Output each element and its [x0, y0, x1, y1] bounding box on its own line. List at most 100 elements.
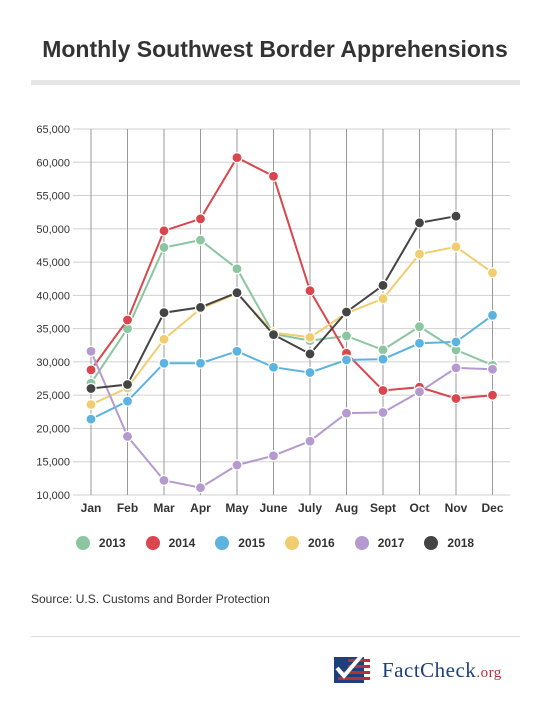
- data-point-2015: [340, 354, 353, 366]
- data-point-2013: [377, 344, 389, 356]
- factcheck-logo[interactable]: FactCheck.org: [334, 653, 502, 687]
- source-note: Source: U.S. Customs and Border Protecti…: [31, 592, 270, 606]
- data-point-2014: [121, 314, 134, 326]
- data-point-2017: [486, 363, 499, 375]
- legend-swatch: [145, 536, 160, 550]
- data-point-2018: [340, 306, 353, 318]
- data-point-2017: [85, 345, 97, 357]
- legend-swatch: [354, 536, 369, 550]
- x-axis-ticks: Jan Feb Mar Apr May June July Aug Sept Oct Nov Dec: [81, 501, 504, 515]
- title-divider: [31, 80, 520, 85]
- legend-item-2015: 2015: [215, 536, 265, 550]
- data-point-2015: [267, 361, 280, 373]
- footer-divider: [31, 636, 520, 637]
- y-tick-label: 20,000: [36, 423, 70, 435]
- data-point-2015: [304, 366, 316, 379]
- data-point-2018: [194, 301, 207, 313]
- x-tick-label: May: [225, 501, 249, 515]
- y-axis-ticks: 10,000 15,000 20,000 25,000 30,000 35,000 40,0…: [36, 124, 70, 502]
- data-point-2017: [377, 406, 389, 419]
- legend-label: 2013: [98, 536, 126, 550]
- logo-wordmark: FactCheck.org: [382, 658, 502, 683]
- data-point-2016: [450, 241, 462, 253]
- y-tick-label: 55,000: [36, 191, 70, 203]
- legend-item-2017: 2017: [354, 536, 405, 550]
- data-point-2015: [486, 309, 499, 321]
- x-tick-label: June: [259, 501, 287, 515]
- x-tick-label: Sept: [370, 501, 396, 515]
- x-tick-label: Oct: [409, 501, 429, 515]
- data-point-2014: [158, 225, 170, 237]
- x-tick-label: Nov: [445, 501, 468, 515]
- data-point-2017: [121, 430, 134, 443]
- legend-item-2013: 2013: [75, 536, 126, 550]
- legend-swatch: [75, 536, 90, 550]
- data-point-2014: [231, 152, 243, 164]
- y-tick-label: 15,000: [36, 457, 70, 469]
- y-tick-label: 40,000: [36, 290, 70, 302]
- data-point-2016: [304, 331, 316, 343]
- data-point-2017: [304, 435, 316, 447]
- data-point-2017: [194, 482, 207, 494]
- legend-item-2016: 2016: [285, 536, 335, 550]
- legend-item-2014: 2014: [145, 536, 196, 550]
- data-point-2016: [377, 293, 389, 305]
- legend-label: 2015: [238, 536, 265, 550]
- chart-title: Monthly Southwest Border Apprehensions: [42, 36, 508, 62]
- x-tick-label: Jan: [81, 501, 102, 515]
- x-tick-label: Aug: [335, 501, 358, 515]
- legend-swatch: [424, 536, 439, 550]
- data-point-2015: [158, 357, 170, 369]
- data-point-2015: [231, 345, 243, 357]
- data-point-2015: [194, 357, 207, 369]
- data-point-2015: [450, 336, 462, 348]
- y-tick-label: 10,000: [36, 490, 70, 502]
- logo-main: FactCheck: [382, 657, 477, 682]
- y-tick-label: 25,000: [36, 390, 70, 402]
- data-point-2013: [413, 321, 426, 333]
- data-point-2018: [450, 210, 462, 222]
- series-lines: [85, 152, 499, 494]
- data-point-2014: [267, 170, 280, 182]
- y-tick-label: 30,000: [36, 357, 70, 369]
- legend-label: 2014: [168, 536, 196, 550]
- data-point-2015: [413, 337, 426, 349]
- x-tick-label: Feb: [117, 501, 138, 515]
- legend-item-2018: 2018: [424, 536, 474, 550]
- series-line-2017: [90, 350, 493, 489]
- data-point-2017: [231, 459, 243, 471]
- logo-suffix: .org: [476, 664, 502, 681]
- data-point-2014: [304, 285, 316, 297]
- x-tick-label: July: [298, 501, 322, 515]
- x-tick-label: Dec: [481, 501, 503, 515]
- data-point-2014: [450, 392, 462, 405]
- data-point-2013: [194, 234, 207, 246]
- data-point-2013: [158, 241, 170, 254]
- legend-label: 2016: [308, 536, 335, 550]
- data-point-2013: [231, 263, 243, 275]
- data-point-2018: [413, 217, 426, 229]
- data-point-2014: [377, 384, 389, 397]
- y-tick-label: 65,000: [36, 124, 70, 136]
- legend-label: 2017: [377, 536, 405, 550]
- data-point-2018: [85, 382, 97, 395]
- series-line-2016: [90, 245, 494, 406]
- x-tick-label: Mar: [153, 501, 175, 515]
- data-point-2018: [158, 307, 170, 319]
- series-line-2013: [90, 239, 493, 384]
- data-point-2015: [85, 413, 97, 425]
- data-point-2017: [413, 386, 426, 398]
- data-point-2017: [340, 407, 353, 419]
- data-point-2017: [267, 450, 280, 462]
- data-point-2014: [194, 213, 207, 225]
- line-chart: 10,000 15,000 20,000 25,000 30,000 35,000 40,0…: [36, 124, 510, 515]
- data-point-2018: [121, 378, 134, 391]
- data-point-2018: [231, 287, 243, 299]
- series-line-2015: [90, 314, 494, 420]
- data-point-2018: [304, 348, 316, 360]
- legend: 2013 2014 2015 2016 2017 2018: [0, 536, 550, 550]
- data-point-2017: [450, 362, 462, 374]
- data-point-2013: [340, 330, 353, 342]
- legend-swatch: [285, 536, 299, 550]
- flag-check-icon: [334, 653, 370, 683]
